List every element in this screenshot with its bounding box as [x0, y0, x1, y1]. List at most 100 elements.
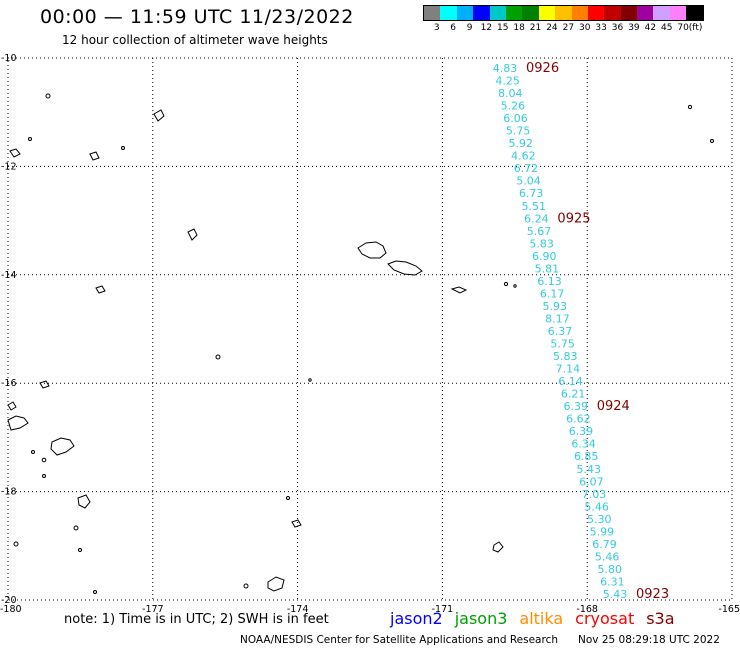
- islet-5: [710, 139, 714, 143]
- islet-7: [28, 137, 32, 141]
- wave-height-reading: 5.93: [543, 300, 568, 313]
- wave-height-reading: 6.39: [569, 425, 594, 438]
- island-outlines: [7, 93, 714, 594]
- color-swatch: [604, 6, 621, 20]
- color-scale-label: (ft): [688, 23, 703, 33]
- wave-height-reading: 5.75: [550, 338, 575, 351]
- generated-timestamp: Nov 25 08:29:18 UTC 2022: [578, 634, 720, 646]
- wave-height-reading: 5.26: [501, 100, 526, 113]
- wave-height-reading: 4.25: [495, 75, 520, 88]
- satellite-name: jason3: [454, 609, 508, 628]
- wave-height-reading: 7.14: [556, 363, 581, 376]
- wave-height-reading: 6.73: [519, 187, 544, 200]
- color-swatch: [620, 6, 638, 20]
- wave-height-reading: 6.72: [514, 162, 539, 175]
- color-scale-label: 42: [644, 23, 657, 33]
- latitude-tick-label: -18: [1, 487, 17, 498]
- color-scale-label: 30: [579, 23, 591, 33]
- color-scale-label: 27: [562, 23, 575, 33]
- island-small-a: [95, 285, 106, 294]
- islet-4: [687, 104, 693, 110]
- island-tonga-b: [267, 576, 285, 592]
- latitude-tick-label: -16: [1, 378, 17, 389]
- color-scale-label: 24: [546, 23, 558, 33]
- wave-height-reading: 6.39: [563, 400, 588, 413]
- satellite-name: cryosat: [575, 609, 635, 628]
- islet-16: [78, 548, 82, 552]
- wave-height-reading: 5.80: [598, 563, 623, 576]
- islet-1: [45, 93, 51, 99]
- color-scale-label: 70: [677, 23, 689, 33]
- island-fiji-a: [7, 415, 29, 431]
- color-swatch: [489, 6, 506, 20]
- wave-height-reading: 6.17: [540, 287, 565, 300]
- wave-height-reading: 6.90: [532, 250, 557, 263]
- wave-height-reading: 6.85: [574, 450, 599, 463]
- wave-height-reading: 5.83: [529, 237, 554, 250]
- color-swatch: [653, 6, 670, 20]
- longitude-tick-label: -165: [718, 604, 740, 615]
- color-swatch: [424, 6, 441, 20]
- wave-height-reading: 5.92: [508, 137, 533, 150]
- wave-height-reading: 6.07: [579, 475, 604, 488]
- wave-height-reading: 5.51: [522, 200, 547, 213]
- color-scale-label: 15: [497, 23, 509, 33]
- island-small-c: [9, 148, 21, 158]
- wave-height-reading: 5.75: [506, 125, 531, 138]
- wave-height-reading: 6.06: [503, 112, 528, 125]
- islet-3: [503, 281, 509, 287]
- color-scale-label: 39: [628, 23, 640, 33]
- color-scale-labels: 3 6 9 12 15 18 21 24 27 30 33 36 39 42 45 70 (ft): [423, 21, 704, 35]
- color-swatch: [456, 6, 474, 20]
- wave-height-reading: 6.31: [600, 575, 625, 588]
- color-swatch: [587, 6, 605, 20]
- island-fiji-c: [7, 401, 17, 411]
- latitude-tick-label: -14: [1, 270, 17, 281]
- track-time-label: 0924: [597, 399, 630, 414]
- wave-height-reading: 4.62: [511, 150, 536, 163]
- color-scale-legend: 3 6 9 12 15 18 21 24 27 30 33 36 39 42 45 70 (ft): [423, 5, 704, 35]
- satellite-name: jason2: [390, 609, 443, 628]
- island-futuna: [153, 109, 165, 122]
- wave-height-reading: 5.46: [584, 500, 609, 513]
- color-scale-label: 12: [480, 23, 493, 33]
- wave-height-reading: 5.81: [535, 262, 560, 275]
- island-savaii: [387, 260, 423, 276]
- longitude-tick-label: -180: [0, 604, 22, 615]
- wave-height-reading: 5.04: [516, 175, 541, 188]
- islet-6: [121, 146, 125, 150]
- islet-2: [215, 354, 221, 360]
- color-scale-label: 9: [466, 23, 473, 33]
- wave-height-reading: 6.34: [571, 438, 596, 451]
- wave-height-reading: 6.14: [558, 375, 583, 388]
- wave-height-reading: 5.30: [587, 513, 612, 526]
- map-frame: [7, 57, 733, 601]
- island-fiji-b: [50, 437, 75, 456]
- islet-8: [41, 457, 47, 463]
- credit-line: NOAA/NESDIS Center for Satellite Applica…: [240, 634, 558, 646]
- island-small-d: [39, 380, 50, 389]
- map-title: 00:00 — 11:59 UTC 11/23/2022: [40, 6, 354, 28]
- satellite-name: altika: [519, 609, 564, 628]
- color-scale-label: 45: [661, 23, 673, 33]
- island-wallis: [187, 228, 198, 241]
- wave-height-reading: 6.24: [524, 212, 549, 225]
- islet-17: [308, 378, 312, 382]
- latitude-tick-label: -10: [1, 53, 17, 64]
- islet-14: [286, 496, 290, 500]
- altimeter-track: 4.834.258.045.266.065.755.924.626.725.04…: [493, 61, 669, 602]
- island-tutuila: [450, 286, 468, 294]
- color-scale-label: 18: [513, 23, 525, 33]
- color-scale-label: 33: [595, 23, 607, 33]
- axis-tick-labels: -180 -177 -174 -171 -168 -165 -10 -12 -14 -16 -18 -…: [0, 53, 740, 615]
- longitude-tick-label: -171: [432, 604, 454, 615]
- color-swatch: [440, 6, 457, 20]
- color-scale-label: 21: [529, 23, 542, 33]
- color-swatch: [555, 6, 572, 20]
- wave-height-reading: 5.67: [527, 225, 552, 238]
- islet-11: [73, 525, 79, 531]
- wave-height-reading: 5.43: [577, 463, 602, 476]
- wave-height-reading: 5.46: [595, 550, 620, 563]
- islet-10: [42, 474, 46, 478]
- footer-note: note: 1) Time is in UTC; 2) SWH is in fe…: [64, 612, 329, 627]
